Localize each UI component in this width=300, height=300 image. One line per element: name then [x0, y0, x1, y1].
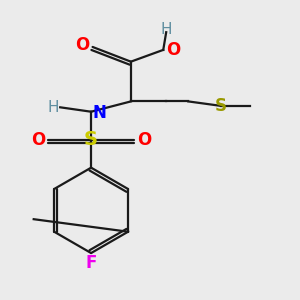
Text: S: S: [215, 97, 227, 115]
Text: O: O: [75, 37, 90, 55]
Text: H: H: [47, 100, 59, 115]
Text: O: O: [166, 41, 180, 59]
Text: O: O: [31, 131, 46, 149]
Text: H: H: [160, 22, 172, 37]
Text: F: F: [85, 254, 97, 272]
Text: O: O: [137, 131, 151, 149]
Text: N: N: [93, 104, 106, 122]
Text: S: S: [84, 130, 98, 149]
